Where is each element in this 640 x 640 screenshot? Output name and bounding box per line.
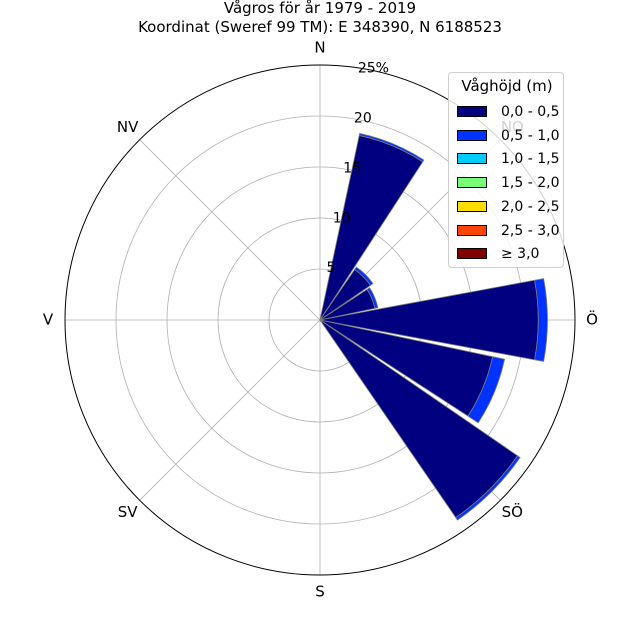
direction-label: Ö <box>586 310 598 329</box>
legend-item: 1,5 - 2,0 <box>457 173 563 193</box>
legend-label: ≥ 3,0 <box>501 246 540 262</box>
rose-bar <box>467 356 506 424</box>
radial-tick-label: 25% <box>358 61 389 77</box>
grid-spoke <box>139 139 321 321</box>
legend-item: ≥ 3,0 <box>457 244 563 264</box>
legend-swatch <box>457 130 487 141</box>
legend-label: 1,5 - 2,0 <box>501 175 560 191</box>
outer-circle <box>64 64 576 576</box>
direction-label: SÖ <box>502 502 523 521</box>
bars-layer <box>319 132 548 521</box>
chart-title: Vågros för år 1979 - 2019 <box>223 0 417 17</box>
radial-tick-label: 15 <box>343 160 361 176</box>
direction-label: NV <box>117 118 139 136</box>
legend-label: 1,0 - 1,5 <box>501 151 560 167</box>
legend-item: 0,5 - 1,0 <box>457 126 563 146</box>
legend-label: 2,5 - 3,0 <box>501 223 560 239</box>
radial-tick-label: 5 <box>327 260 336 276</box>
rose-bar <box>354 266 374 286</box>
legend-swatch <box>457 153 487 164</box>
legend-swatch <box>457 177 487 188</box>
direction-label: N <box>314 39 325 57</box>
radial-tick-label: 10 <box>333 210 351 226</box>
legend-label: 2,0 - 2,5 <box>501 199 560 215</box>
legend-item: 2,5 - 3,0 <box>457 221 563 241</box>
radial-tick-label: 20 <box>354 111 372 127</box>
legend-swatch <box>457 201 487 212</box>
legend: Våghöjd (m) 0,0 - 0,5 0,5 - 1,0 1,0 - 1,… <box>448 72 564 268</box>
direction-label: S <box>315 583 325 601</box>
legend-swatch <box>457 225 487 236</box>
radial-tick-labels: 5 10 15 20 25% <box>327 61 389 277</box>
rose-bar <box>455 455 521 521</box>
legend-item: 1,0 - 1,5 <box>457 149 563 169</box>
legend-swatch <box>457 106 487 117</box>
rose-bar <box>358 132 425 163</box>
direction-label: V <box>43 311 54 329</box>
direction-label: SV <box>118 503 139 521</box>
rose-bar <box>534 278 548 362</box>
legend-label: 0,0 - 0,5 <box>501 104 560 120</box>
legend-item: 2,0 - 2,5 <box>457 197 563 217</box>
chart-subtitle: Koordinat (Sweref 99 TM): E 348390, N 61… <box>138 18 502 36</box>
rose-bar <box>366 287 379 309</box>
legend-swatch <box>457 248 487 259</box>
direction-labels: NNOÖSÖSSVVNV <box>43 39 598 601</box>
legend-label: 0,5 - 1,0 <box>501 128 560 144</box>
legend-item: 0,0 - 0,5 <box>457 102 563 122</box>
legend-title: Våghöjd (m) <box>461 77 553 95</box>
grid-spoke <box>139 319 321 501</box>
